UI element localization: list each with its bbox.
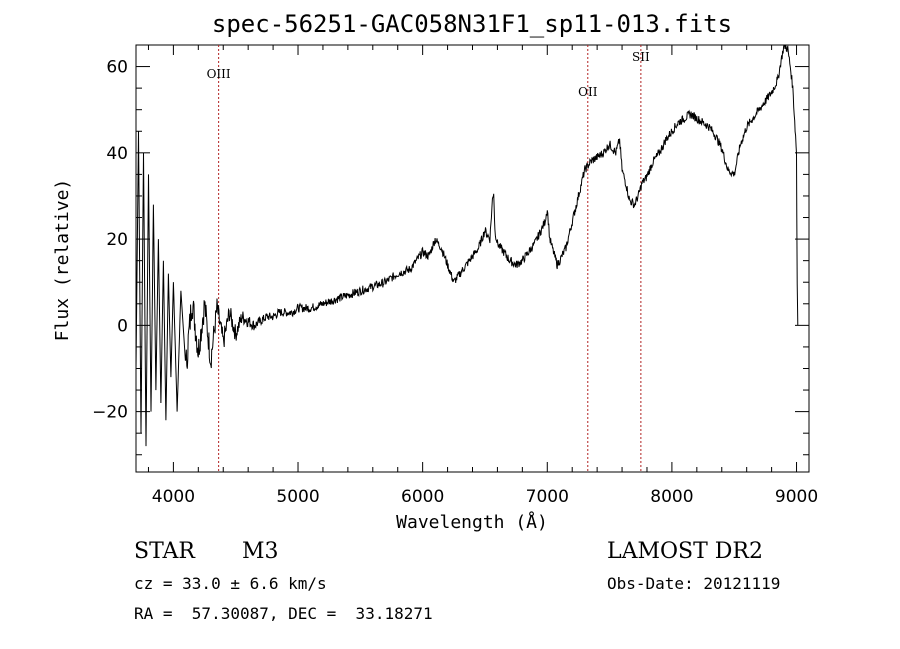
x-tick-label: 9000 — [775, 487, 818, 507]
object-subclass: M3 — [242, 539, 279, 564]
y-tick-label: 0 — [117, 316, 128, 336]
reference-line-label: OIII — [207, 67, 231, 81]
x-tick-label: 5000 — [276, 487, 319, 507]
y-tick-label: −20 — [92, 403, 128, 423]
x-axis-label: Wavelength (Å) — [396, 511, 548, 533]
x-tick-label: 8000 — [650, 487, 693, 507]
y-tick-label: 20 — [106, 230, 128, 250]
y-tick-label: 60 — [106, 58, 128, 78]
reference-line-label: OII — [578, 85, 598, 99]
observation-date: Obs-Date: 20121119 — [607, 574, 781, 593]
object-class: STAR — [134, 539, 195, 564]
x-tick-label: 4000 — [152, 487, 195, 507]
chart-title: spec-56251-GAC058N31F1_sp11-013.fits — [212, 10, 732, 38]
y-axis-label: Flux (relative) — [52, 179, 73, 342]
spectrum-line — [135, 44, 799, 447]
survey-name: LAMOST DR2 — [607, 539, 763, 564]
reference-line-label: SII — [632, 50, 650, 64]
axis-ticks: 4000 5000 6000 7000 8000 9000 −20 0 20 40 60 — [92, 45, 818, 507]
y-tick-label: 40 — [106, 144, 128, 164]
coordinates: RA = 57.30087, DEC = 33.18271 — [134, 604, 433, 623]
redshift-velocity: cz = 33.0 ± 6.6 km/s — [134, 574, 327, 593]
reference-lines: OIII OII SII — [207, 45, 650, 472]
x-tick-label: 7000 — [526, 487, 569, 507]
x-tick-label: 6000 — [401, 487, 444, 507]
